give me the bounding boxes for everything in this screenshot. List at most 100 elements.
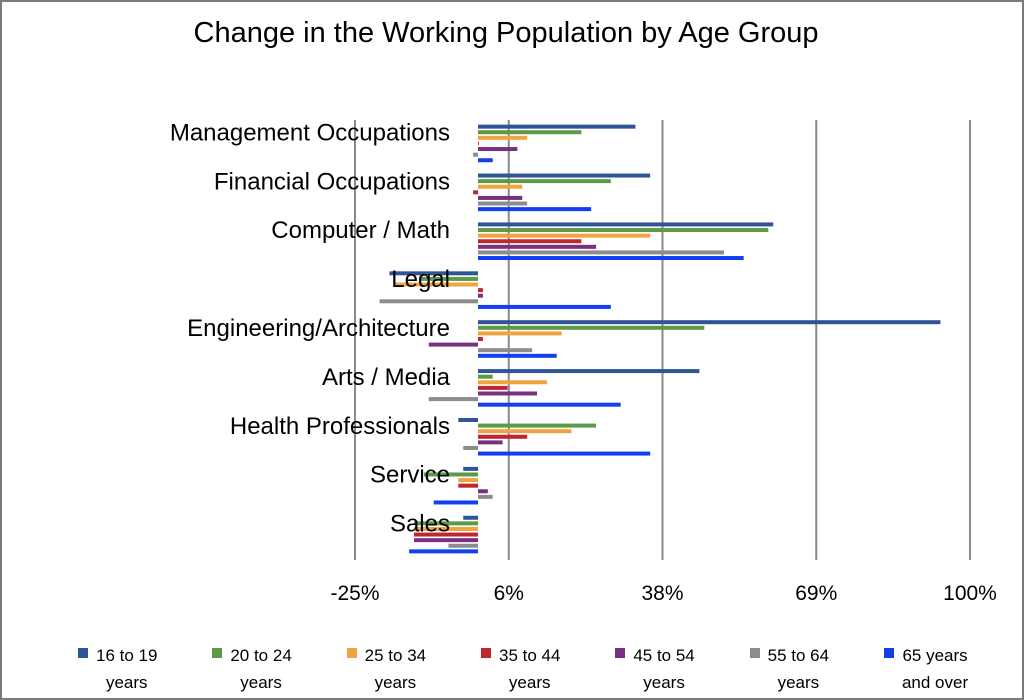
bar [478, 256, 744, 261]
category-label: Engineering/Architecture [187, 315, 450, 342]
x-tick-labels: -25% 6% 38% 69% 100% [330, 582, 996, 605]
bar [428, 397, 478, 402]
legend-label: 25 to 34 years [364, 646, 427, 692]
bar [394, 282, 478, 287]
bar [478, 374, 493, 379]
bar [418, 276, 478, 281]
bars [379, 124, 941, 554]
legend: 16 to 19 years 20 to 24 years 25 to 34 yea… [78, 642, 1008, 696]
bar [478, 158, 493, 163]
legend-label: 45 to 54 years [633, 646, 695, 692]
bar [414, 526, 478, 531]
bar [478, 348, 533, 353]
bar [478, 380, 547, 385]
x-tick-label: -25% [330, 582, 379, 605]
bar [389, 271, 478, 276]
bar [478, 135, 528, 140]
bar [478, 201, 528, 206]
x-tick-label: 100% [943, 582, 997, 605]
bar [478, 423, 597, 428]
bar [478, 173, 651, 178]
legend-swatch [615, 648, 626, 658]
bar [478, 325, 705, 330]
legend-swatch [480, 648, 491, 658]
gridlines [354, 120, 971, 560]
legend-item: 20 to 24 years [212, 642, 336, 696]
bar [433, 500, 478, 505]
chart-title: Change in the Working Population by Age … [194, 17, 819, 49]
bar [473, 152, 478, 157]
bar [428, 342, 478, 347]
bar [478, 391, 538, 396]
legend-item: 25 to 34 years [346, 642, 471, 696]
bar [448, 543, 478, 548]
bar [414, 538, 478, 543]
x-tick-label: 38% [641, 582, 683, 605]
bar [478, 369, 700, 374]
bar [458, 483, 478, 488]
legend-item: 35 to 44 years [480, 642, 605, 696]
bar [478, 233, 651, 238]
bar [463, 466, 478, 471]
bar [478, 184, 523, 189]
legend-label: 35 to 44 years [498, 646, 561, 692]
legend-swatch [212, 648, 223, 658]
bar [458, 478, 478, 483]
bar [478, 440, 503, 445]
legend-swatch [346, 648, 357, 658]
bar [478, 222, 774, 227]
legend-swatch [749, 648, 760, 658]
category-label: Sales [390, 511, 450, 538]
bar [478, 489, 488, 494]
category-label: Computer / Math [271, 217, 450, 244]
bar [478, 434, 528, 439]
bar [478, 288, 483, 293]
bar [478, 147, 518, 152]
bar [409, 549, 478, 554]
bar [478, 124, 636, 129]
category-label: Service [370, 462, 450, 489]
legend-item: 16 to 19 years [78, 642, 202, 696]
legend-swatch [883, 648, 894, 658]
legend-label: 55 to 64 years [767, 646, 830, 692]
x-tick-label: 69% [795, 582, 837, 605]
category-label: Management Occupations [170, 119, 450, 146]
bar [423, 472, 478, 477]
x-tick-label: 6% [494, 582, 524, 605]
legend-label: 65 years and over [901, 646, 969, 692]
bar [478, 195, 523, 200]
legend-swatch [78, 648, 88, 658]
legend-item: 45 to 54 years [615, 642, 739, 696]
bar [478, 494, 493, 499]
bar [478, 141, 479, 146]
bar [414, 521, 478, 526]
bar [478, 402, 621, 407]
bar [478, 207, 592, 212]
bar [463, 445, 478, 450]
bar [478, 130, 582, 135]
legend-label: 20 to 24 years [230, 646, 292, 692]
bar [478, 451, 651, 456]
category-label: Financial Occupations [214, 168, 450, 195]
bar [478, 429, 572, 434]
bar [478, 385, 508, 390]
bar [478, 293, 483, 298]
category-label: Arts / Media [322, 364, 451, 391]
bar [478, 179, 611, 184]
bar [478, 320, 941, 325]
category-label: Health Professionals [230, 413, 450, 440]
legend-label: 16 to 19 years [96, 646, 158, 692]
category-labels: Management Occupations Financial Occupati… [170, 119, 451, 537]
bar [478, 331, 562, 336]
bar [478, 250, 724, 255]
legend-item: 55 to 64 years [749, 642, 874, 696]
bar [473, 190, 478, 195]
legend-item: 65 years and over [883, 642, 1008, 696]
bar [458, 417, 478, 422]
bar [478, 244, 597, 249]
bar [478, 304, 611, 309]
bar [478, 353, 557, 358]
bar [478, 337, 483, 341]
bar [379, 299, 478, 304]
